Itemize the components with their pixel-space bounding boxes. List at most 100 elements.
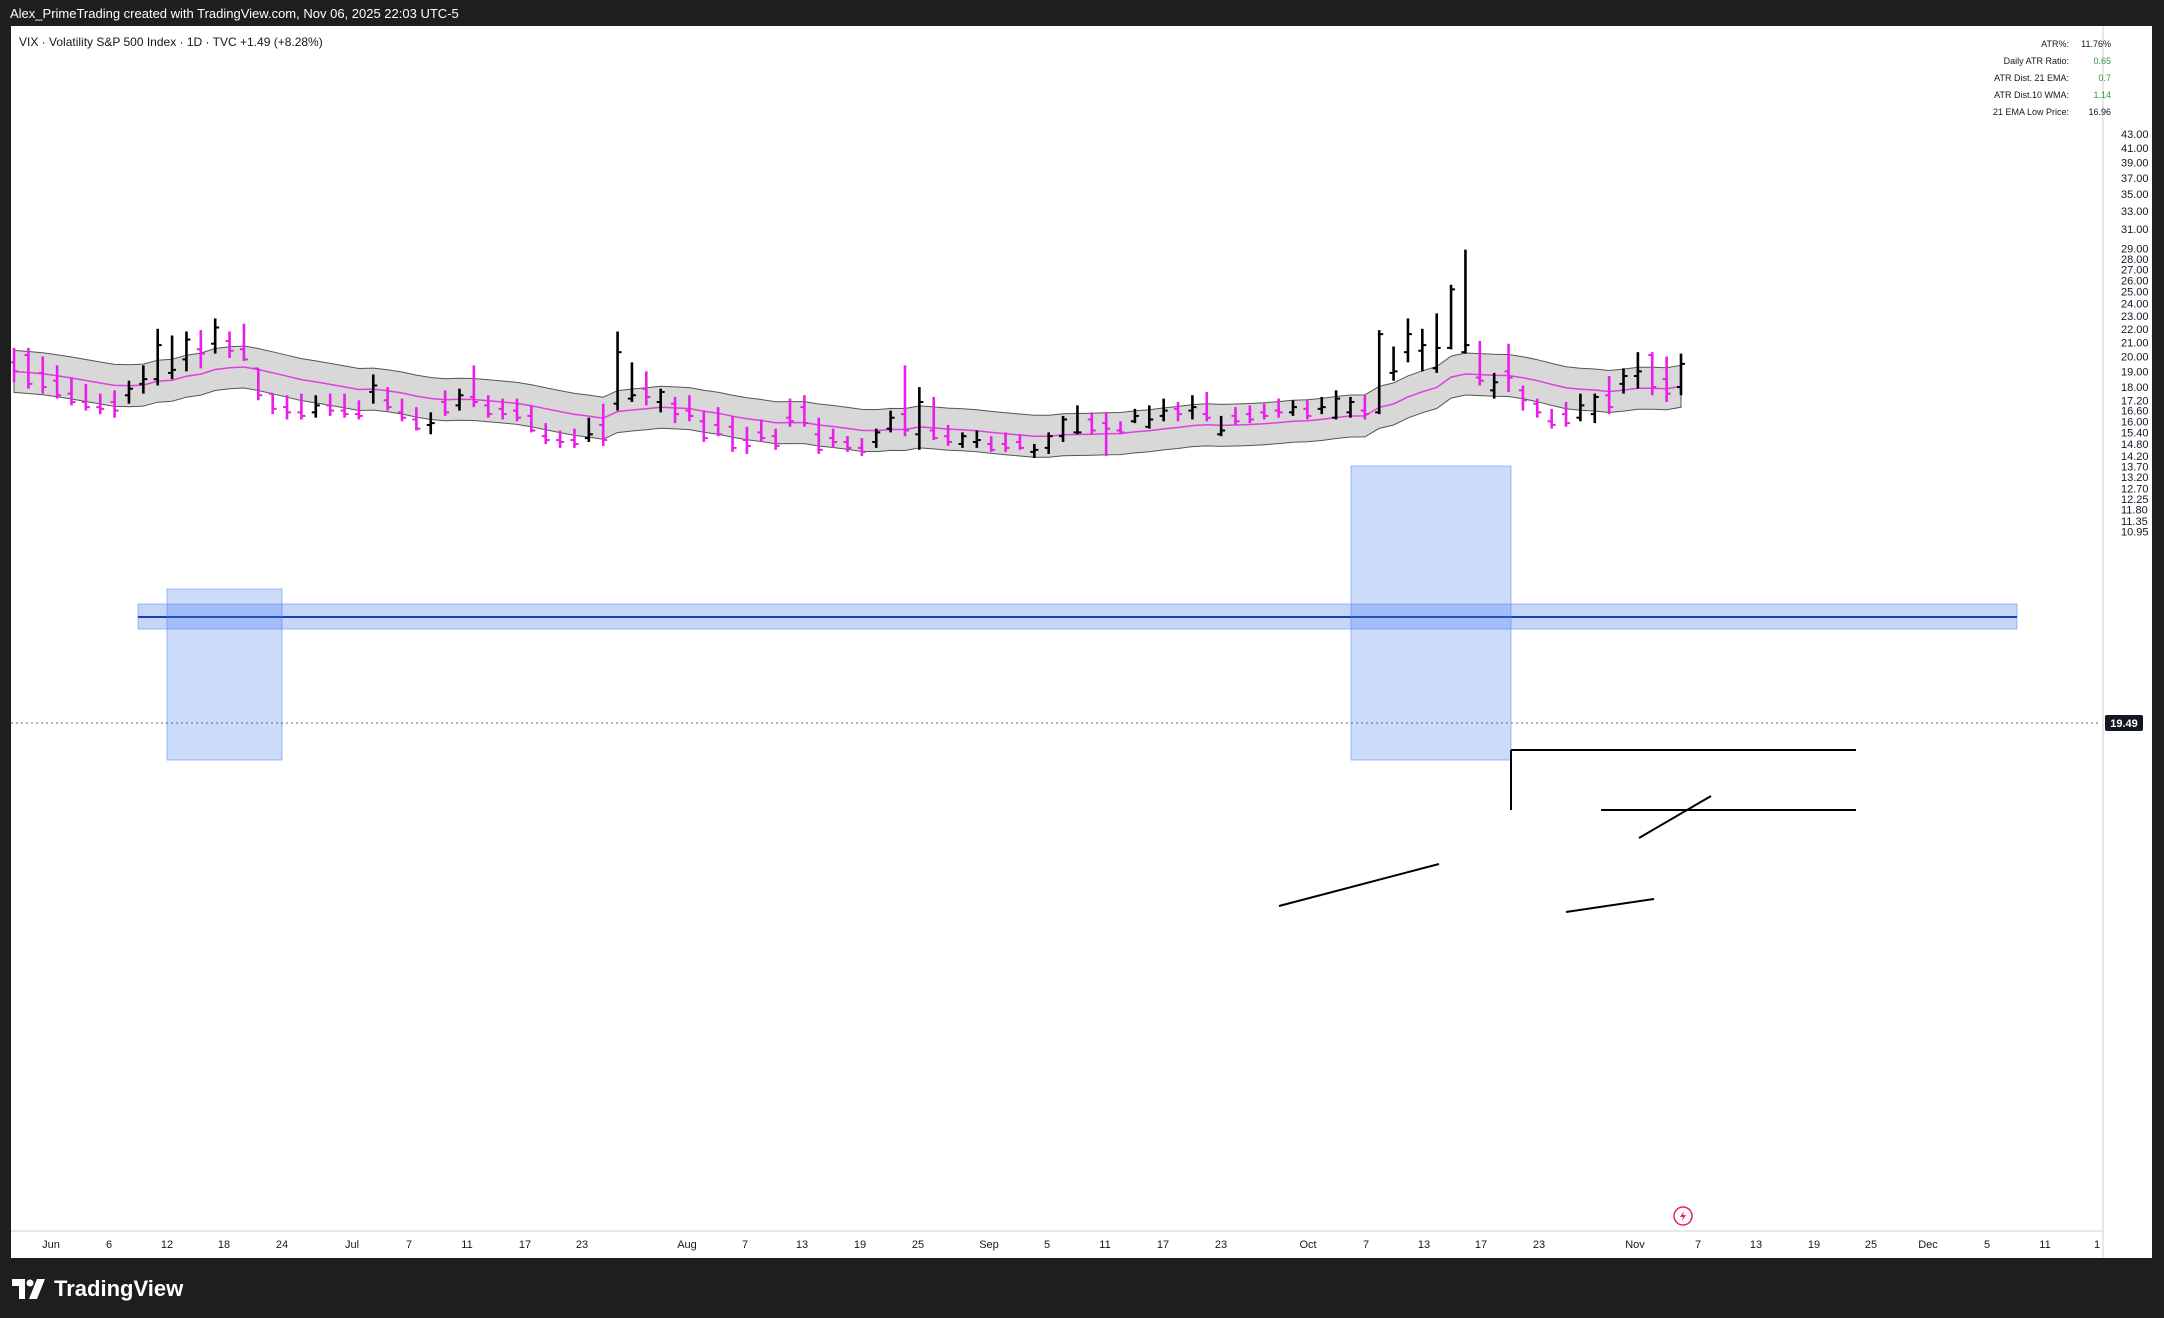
ohlc-bar	[1590, 393, 1599, 424]
time-tick-label: 5	[1044, 1239, 1050, 1251]
ohlc-bar	[1418, 328, 1427, 372]
ohlc-bar	[771, 428, 780, 450]
ohlc-bar	[1174, 401, 1183, 422]
ohlc-bar	[857, 438, 866, 456]
attribution-text: Alex_PrimeTrading created with TradingVi…	[10, 6, 459, 21]
symbol-title: VIX · Volatility S&P 500 Index · 1D · TV…	[19, 35, 237, 49]
ohlc-bar	[1159, 398, 1168, 422]
ohlc-bar	[1116, 421, 1125, 435]
price-tick-label: 11.35	[2121, 516, 2148, 528]
ohlc-bar	[1533, 398, 1542, 418]
time-tick-label: 19	[854, 1239, 866, 1251]
price-tick-label: 25.00	[2121, 287, 2149, 299]
ohlc-bar	[1504, 343, 1513, 392]
ohlc-bar	[570, 428, 579, 448]
price-tick-label: 13.20	[2121, 472, 2149, 484]
ohlc-bar	[1475, 340, 1484, 386]
ohlc-bar	[1605, 376, 1614, 415]
stat-value: 11.76%	[2081, 39, 2111, 49]
ohlc-bar	[398, 398, 407, 422]
price-chart[interactable]: 43.00 41.00 39.00 37.00 35.00 33.00 31.00 29.00…	[11, 26, 2152, 1258]
time-tick-label: 7	[1363, 1239, 1369, 1251]
price-tick-label: 43.00	[2121, 129, 2149, 141]
ohlc-bar	[182, 331, 191, 372]
stat-label: ATR Dist. 21 EMA:	[1994, 73, 2069, 83]
footer-bar: TradingView	[0, 1258, 2164, 1318]
time-tick-label: 7	[406, 1239, 412, 1251]
price-tick-label: 26.00	[2121, 275, 2149, 287]
ohlc-bar	[239, 323, 248, 361]
ohlc-bar	[900, 365, 909, 437]
trendline-3	[1638, 795, 1712, 839]
ohlc-bar	[872, 428, 881, 448]
ohlc-bar	[268, 392, 277, 415]
ohlc-bar	[656, 388, 665, 413]
ohlc-bar	[1375, 330, 1384, 415]
time-tick-label: 13	[1750, 1239, 1762, 1251]
price-axis[interactable]: 43.00 41.00 39.00 37.00 35.00 33.00 31.00 29.00…	[2121, 129, 2149, 538]
ohlc-bar	[426, 412, 435, 435]
ohlc-bar	[498, 398, 507, 420]
stat-value: 0.7	[2098, 73, 2111, 83]
ohlc-bar	[714, 407, 723, 437]
ohlc-bar	[1245, 405, 1254, 424]
time-tick-label: 23	[576, 1239, 588, 1251]
ohlc-bar	[1188, 395, 1197, 420]
ohlc-bar	[1044, 432, 1053, 454]
ohlc-bar	[944, 424, 953, 446]
ohlc-bars	[11, 249, 1685, 459]
time-tick-label: 24	[276, 1239, 288, 1251]
ohlc-bar	[38, 356, 47, 394]
ohlc-bar	[1073, 405, 1082, 435]
time-tick-label: 23	[1215, 1239, 1227, 1251]
ohlc-bar	[124, 380, 133, 404]
ohlc-bar	[1576, 393, 1585, 422]
ohlc-bar	[168, 335, 177, 380]
ohlc-bar	[211, 318, 220, 354]
chart-panel[interactable]: 43.00 41.00 39.00 37.00 35.00 33.00 31.00 29.00…	[11, 26, 2152, 1258]
ohlc-bar	[326, 393, 335, 416]
time-tick-label: 17	[1157, 1239, 1169, 1251]
ohlc-bar	[800, 395, 809, 427]
lightning-icon[interactable]	[1673, 1206, 1693, 1226]
ohlc-bar	[354, 400, 363, 420]
time-tick-label: Jun	[42, 1239, 60, 1251]
time-tick-label: Sep	[979, 1239, 999, 1251]
price-tick-label: 35.00	[2121, 189, 2149, 201]
attribution-bar: Alex_PrimeTrading created with TradingVi…	[0, 0, 2164, 26]
time-tick-label: 18	[218, 1239, 230, 1251]
ohlc-bar	[383, 387, 392, 411]
price-tick-label: 16.60	[2121, 406, 2149, 418]
ohlc-bar	[1145, 405, 1154, 429]
ohlc-bar	[455, 388, 464, 411]
brand-name: TradingView	[54, 1276, 184, 1301]
price-tick-label: 21.00	[2121, 337, 2149, 349]
ohlc-bar	[1001, 432, 1010, 452]
time-tick-label: 25	[912, 1239, 924, 1251]
ohlc-bar	[1059, 415, 1068, 442]
price-tick-label: 18.00	[2121, 382, 2149, 394]
price-tick-label: 19.00	[2121, 366, 2149, 378]
ohlc-bar	[67, 377, 76, 406]
ohlc-bar	[1346, 396, 1355, 418]
ohlc-bar	[1490, 372, 1499, 399]
price-tick-label: 41.00	[2121, 143, 2149, 155]
ohlc-bar	[110, 390, 119, 418]
stat-label: ATR%:	[2041, 39, 2069, 49]
ohlc-bar	[512, 398, 521, 422]
time-axis[interactable]: Jun 6 12 18 24 Jul 7 11 17 23 Aug 7 13 19 25 Sep 5 11 17 23…	[42, 1239, 2100, 1251]
ohlc-bar	[1260, 403, 1269, 420]
ohlc-bar	[958, 432, 967, 448]
ohlc-bar	[886, 410, 895, 433]
time-tick-label: 17	[519, 1239, 531, 1251]
ohlc-bar	[81, 383, 90, 411]
ohlc-bar	[24, 347, 33, 389]
ohlc-bar	[972, 430, 981, 448]
time-tick-label: 11	[2039, 1239, 2050, 1251]
atr-stats-table: ATR%: 11.76% Daily ATR Ratio: 0.65 ATR Dist.…	[1961, 36, 2111, 121]
time-tick-label: 6	[106, 1239, 112, 1251]
time-tick-label: 7	[1695, 1239, 1701, 1251]
ohlc-bar	[369, 374, 378, 404]
price-tick-label: 13.70	[2121, 461, 2149, 473]
ohlc-bar	[987, 436, 996, 452]
